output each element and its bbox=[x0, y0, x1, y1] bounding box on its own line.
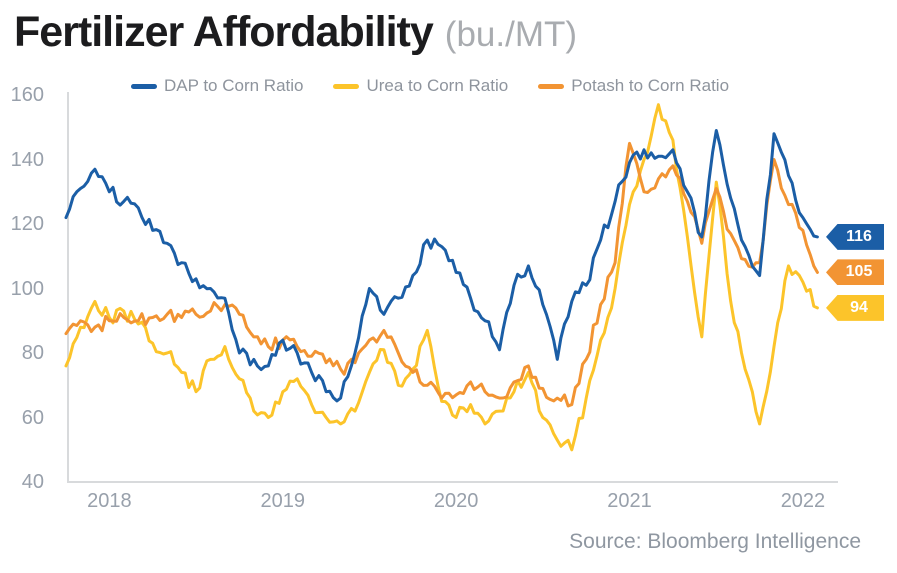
x-tick-label: 2022 bbox=[780, 490, 826, 512]
legend-label-dap: DAP to Corn Ratio bbox=[163, 76, 304, 95]
y-tick-label: 100 bbox=[10, 277, 44, 300]
source-credit: Source: Bloomberg Intelligence bbox=[569, 530, 861, 553]
y-tick-label: 60 bbox=[21, 406, 44, 429]
x-tick-label: 2021 bbox=[607, 490, 652, 512]
urea-line-swatch-icon bbox=[333, 83, 360, 89]
potash-end-value-tag: 105 bbox=[826, 259, 884, 286]
y-tick-label: 160 bbox=[10, 84, 44, 106]
potash-line-swatch-icon bbox=[538, 83, 565, 89]
legend-item-dap: DAP to Corn Ratio bbox=[130, 76, 304, 96]
legend-item-potash: Potash to Corn Ratio bbox=[538, 76, 729, 96]
legend-label-urea: Urea to Corn Ratio bbox=[366, 76, 509, 95]
y-tick-label: 40 bbox=[21, 471, 44, 493]
title-unit: (bu./MT) bbox=[444, 15, 578, 54]
y-tick-label: 120 bbox=[10, 213, 44, 235]
x-tick-label: 2018 bbox=[87, 490, 132, 512]
chart-legend: DAP to Corn Ratio Urea to Corn Ratio Pot… bbox=[0, 76, 860, 96]
x-tick-label: 2020 bbox=[433, 490, 479, 512]
x-tick-label: 2019 bbox=[260, 490, 306, 512]
urea-end-value-tag: 94 bbox=[826, 294, 884, 321]
y-tick-label: 80 bbox=[21, 342, 44, 364]
legend-item-urea: Urea to Corn Ratio bbox=[333, 76, 508, 96]
legend-label-potash: Potash to Corn Ratio bbox=[571, 76, 730, 95]
chart-header: Fertilizer Affordability (bu./MT) bbox=[14, 8, 577, 57]
dap-line-swatch-icon bbox=[130, 83, 157, 89]
dap-end-value-tag: 116 bbox=[826, 223, 884, 250]
y-tick-label: 140 bbox=[10, 148, 44, 171]
page-title: Fertilizer Affordability bbox=[14, 8, 434, 56]
